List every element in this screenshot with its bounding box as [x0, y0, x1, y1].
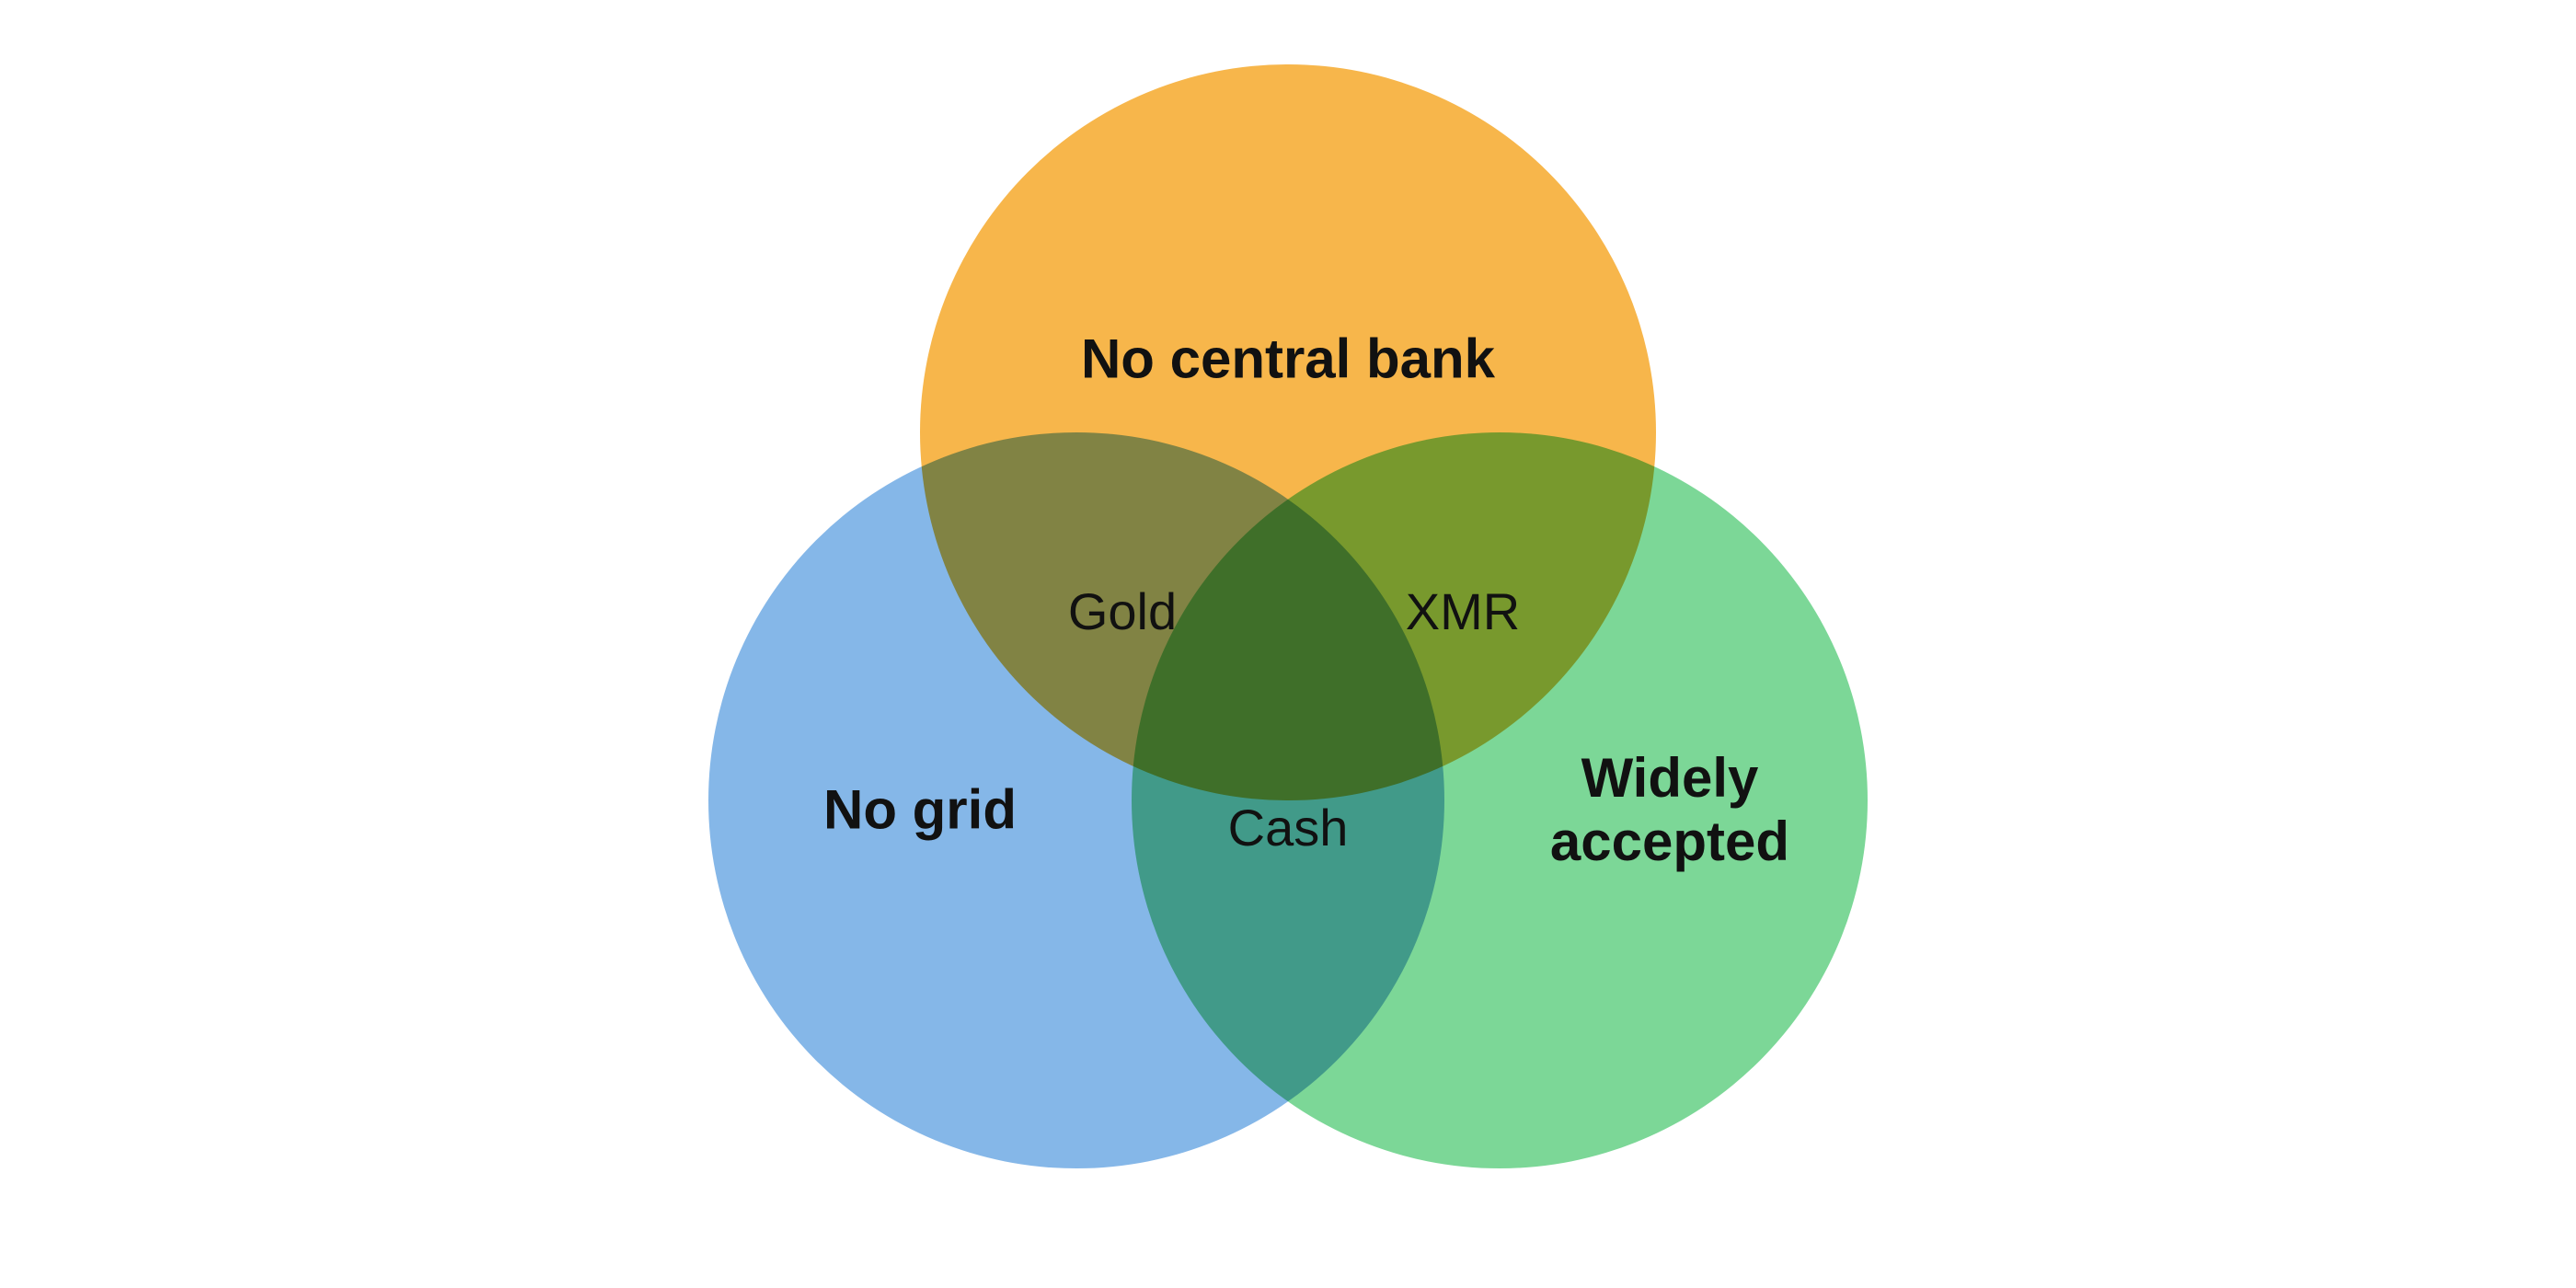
venn-label-top: No central bank: [1081, 328, 1495, 391]
venn-overlap-top-left: Gold: [1068, 582, 1177, 641]
venn-overlap-left-right: Cash: [1228, 799, 1349, 857]
venn-label-right: Widely accepted: [1550, 746, 1789, 873]
venn-label-left: No grid: [823, 778, 1017, 842]
venn-diagram: No central bank No grid Widely accepted …: [0, 0, 2576, 1288]
venn-overlap-top-right: XMR: [1406, 582, 1520, 641]
